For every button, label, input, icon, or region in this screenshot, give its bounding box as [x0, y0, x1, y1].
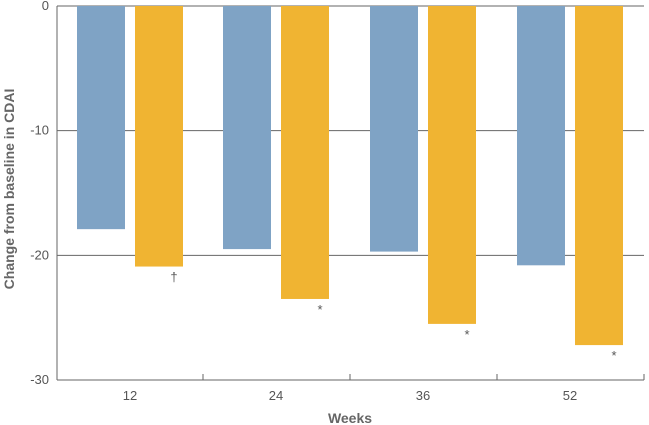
bar	[281, 6, 329, 299]
significance-marker: *	[611, 348, 616, 363]
significance-marker: *	[464, 327, 469, 342]
bars	[77, 6, 623, 346]
x-tick-label: 52	[563, 388, 577, 403]
x-tick-label: 12	[123, 388, 137, 403]
x-axis-title: Weeks	[328, 410, 372, 425]
y-tick-label: -10	[30, 123, 49, 138]
axes	[56, 6, 645, 380]
bar	[428, 6, 476, 324]
bar	[517, 6, 565, 266]
bar	[77, 6, 125, 230]
y-tick-label: -30	[30, 372, 49, 387]
significance-marker: *	[317, 302, 322, 317]
y-tick-label: 0	[42, 0, 49, 13]
y-axis-title: Change from baseline in CDAI	[1, 89, 17, 290]
significance-marker: †	[170, 270, 177, 285]
bar	[135, 6, 183, 267]
labels: 0 -10 -20 -30 12 24 36 52 † * * *	[30, 0, 616, 403]
y-tick-label: -20	[30, 247, 49, 262]
bar	[370, 6, 418, 252]
bar	[223, 6, 271, 250]
x-tick-label: 24	[269, 388, 283, 403]
x-tick-label: 36	[416, 388, 430, 403]
bar	[575, 6, 623, 346]
